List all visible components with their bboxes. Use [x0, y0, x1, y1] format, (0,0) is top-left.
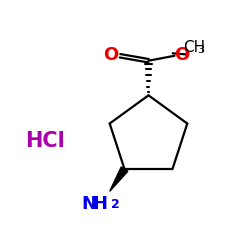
Text: 3: 3: [197, 44, 204, 54]
Text: O: O: [103, 46, 118, 64]
Text: N: N: [81, 195, 96, 213]
Polygon shape: [110, 167, 128, 192]
Text: H: H: [92, 195, 107, 213]
Text: CH: CH: [183, 40, 205, 55]
Text: 2: 2: [112, 198, 120, 211]
Text: HCl: HCl: [25, 131, 64, 151]
Text: O: O: [174, 46, 190, 64]
